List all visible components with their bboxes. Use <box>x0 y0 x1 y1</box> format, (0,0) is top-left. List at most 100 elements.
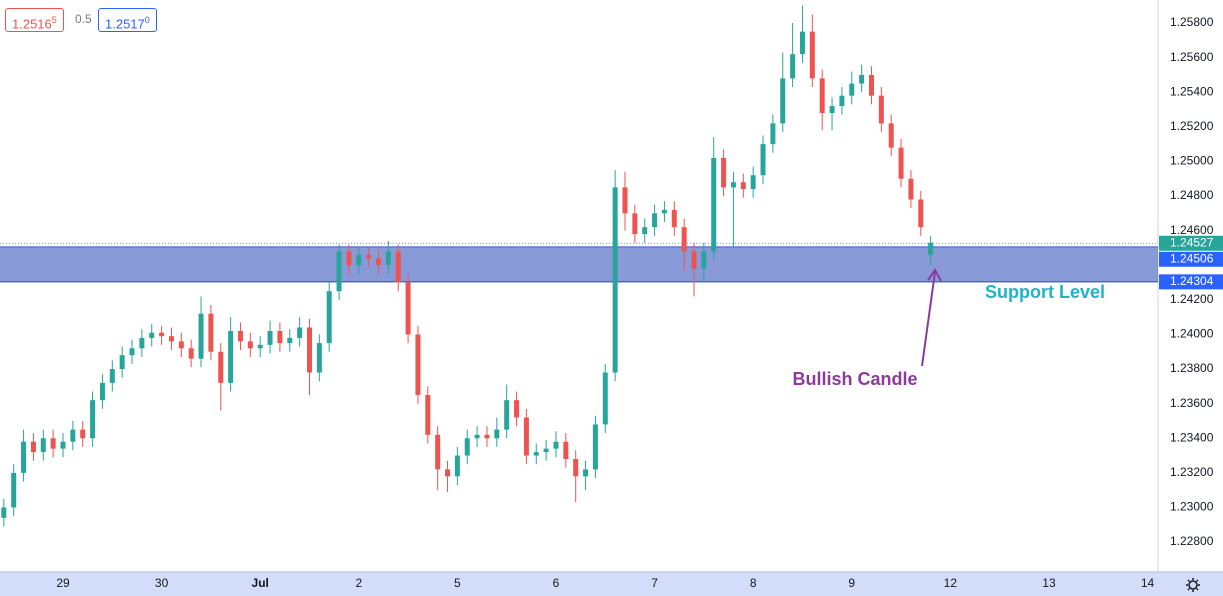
candle-body <box>129 348 135 356</box>
candle-body <box>346 251 352 266</box>
candle-body <box>790 54 796 79</box>
x-tick-label: 13 <box>1042 576 1056 590</box>
candle-body <box>829 106 835 113</box>
ask-price[interactable]: 1.25170 <box>98 8 157 32</box>
candle-body <box>267 330 273 345</box>
candle-body <box>750 175 756 190</box>
y-tick-label: 1.24000 <box>1170 327 1214 341</box>
candle-body <box>316 343 322 373</box>
price-tag-label: 1.24304 <box>1170 274 1214 288</box>
support-zone <box>0 246 1158 282</box>
candle-body <box>533 452 539 456</box>
candle-body <box>770 123 776 145</box>
bid-price[interactable]: 1.25165 <box>5 8 64 32</box>
y-tick-label: 1.25600 <box>1170 50 1214 64</box>
candle-body <box>908 178 914 200</box>
price-tag <box>1159 274 1223 290</box>
candle-body <box>563 441 569 460</box>
candle-body <box>464 438 470 456</box>
candle-body <box>494 429 500 439</box>
y-tick-label: 1.24600 <box>1170 223 1214 237</box>
candle-body <box>60 441 66 449</box>
pip: 5 <box>51 15 57 25</box>
candle-body <box>109 369 115 383</box>
candle-body <box>188 348 194 359</box>
candle-body <box>918 199 924 228</box>
candle-body <box>868 74 874 96</box>
y-tick-label: 1.24800 <box>1170 188 1214 202</box>
candle-body <box>642 227 648 235</box>
candle-body <box>178 341 184 349</box>
candle-body <box>1 507 7 518</box>
candle-body <box>671 209 677 228</box>
candle-body <box>257 344 263 349</box>
candle-body <box>159 332 165 337</box>
candle-body <box>454 455 460 477</box>
candle-body <box>415 334 421 396</box>
candle-body <box>287 337 293 344</box>
y-tick-label: 1.25000 <box>1170 154 1214 168</box>
candle-body <box>99 382 105 401</box>
candle-body <box>888 123 894 148</box>
candle-body <box>592 424 598 470</box>
candle-body <box>504 400 510 430</box>
candle-body <box>760 144 766 176</box>
candle-body <box>395 251 401 283</box>
time-axis <box>0 572 1223 596</box>
candle-body <box>208 313 214 352</box>
candle-body <box>661 209 667 214</box>
candle-body <box>405 282 411 335</box>
candle-body <box>336 251 342 292</box>
price: 1.2517 <box>105 16 145 32</box>
x-tick-label: 7 <box>651 576 658 590</box>
candle-body <box>228 330 234 383</box>
candle-body <box>366 254 372 259</box>
candle-body <box>898 147 904 179</box>
candle-body <box>573 459 579 477</box>
candle-body <box>553 441 559 449</box>
candle-body <box>425 395 431 435</box>
candle-body <box>168 336 174 342</box>
x-tick-label: 8 <box>750 576 757 590</box>
y-tick-label: 1.23200 <box>1170 465 1214 479</box>
x-tick-label: 6 <box>553 576 560 590</box>
candle-body <box>839 95 845 107</box>
candle-body <box>80 429 86 439</box>
candle-body <box>928 242 934 255</box>
candle-body <box>652 213 658 228</box>
gear[interactable] <box>1188 580 1198 590</box>
y-tick-label: 1.23800 <box>1170 361 1214 375</box>
candle-body <box>701 251 707 269</box>
candle-body <box>326 291 332 344</box>
candle-body <box>385 251 391 266</box>
candle-body <box>435 434 441 470</box>
candle-body <box>237 330 243 342</box>
candle-body <box>484 434 490 439</box>
candle-body <box>730 182 736 188</box>
x-tick-label: 9 <box>848 576 855 590</box>
candle-body <box>21 441 27 473</box>
candle-body <box>799 31 805 55</box>
candle-body <box>11 472 17 508</box>
candle-body <box>622 187 628 214</box>
x-tick-label: 30 <box>155 576 169 590</box>
candle-body <box>721 157 727 188</box>
candle-body <box>149 332 155 338</box>
candle-body <box>583 469 589 477</box>
candle-body <box>445 469 451 477</box>
settings-icon[interactable] <box>1186 578 1200 592</box>
gear-teeth[interactable] <box>1186 578 1200 592</box>
candle-body <box>809 31 815 79</box>
candle-body <box>878 95 884 124</box>
candle-body <box>247 341 253 349</box>
y-tick-label: 1.23600 <box>1170 396 1214 410</box>
y-tick-label: 1.23400 <box>1170 430 1214 444</box>
candle-body <box>740 182 746 190</box>
price-tag <box>1159 235 1223 251</box>
candle-body <box>119 355 125 370</box>
candle-body <box>277 330 283 344</box>
annotation-arrow <box>921 271 936 367</box>
candle-body <box>139 337 145 349</box>
candle-body <box>198 313 204 359</box>
